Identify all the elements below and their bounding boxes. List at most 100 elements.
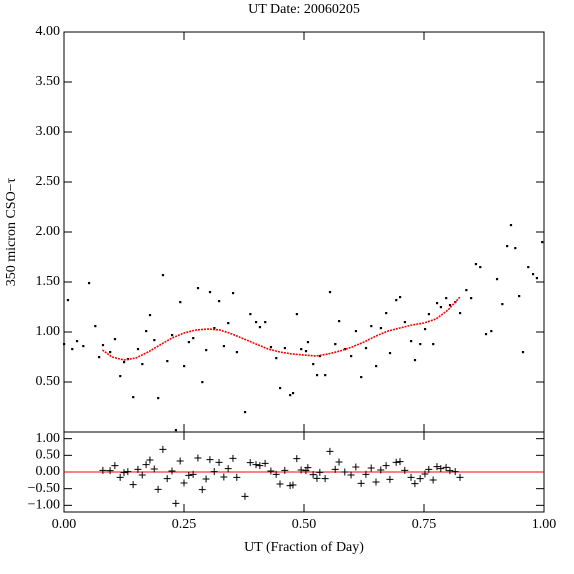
data-point <box>141 363 144 366</box>
data-point <box>439 306 442 309</box>
data-point <box>518 295 521 298</box>
data-point <box>459 312 462 315</box>
data-point <box>174 429 178 432</box>
data-point <box>432 343 435 346</box>
data-point <box>123 361 126 364</box>
data-point <box>98 356 101 359</box>
residual-marker <box>446 467 454 475</box>
data-point <box>445 297 448 300</box>
data-point <box>82 345 85 348</box>
y-tick-label: 2.50 <box>36 174 61 189</box>
residual-marker <box>198 486 206 494</box>
data-point <box>295 313 298 316</box>
residual-marker <box>220 473 228 481</box>
y-tick-label: −1.00 <box>28 498 60 513</box>
residual-marker <box>425 465 433 473</box>
data-point <box>279 387 282 390</box>
residual-marker <box>392 458 400 466</box>
data-point <box>187 341 190 344</box>
residual-marker <box>335 458 343 466</box>
y-tick-label: −0.50 <box>28 481 60 496</box>
data-point <box>166 360 169 363</box>
data-point <box>360 376 363 379</box>
x-axis-label: UT (Fraction of Day) <box>244 540 364 555</box>
residual-marker <box>180 479 188 487</box>
data-point <box>119 375 122 378</box>
residual-marker <box>297 466 305 474</box>
data-point <box>490 330 493 333</box>
data-point <box>153 339 156 342</box>
residual-marker <box>451 468 459 476</box>
residual-marker <box>347 471 355 479</box>
residual-marker <box>159 445 167 453</box>
data-point <box>63 343 66 346</box>
data-point <box>171 334 174 337</box>
residual-marker <box>396 458 404 466</box>
residual-marker <box>367 464 375 472</box>
data-point <box>410 340 413 343</box>
data-point <box>495 278 499 281</box>
residual-marker <box>206 456 214 464</box>
residual-marker <box>309 471 317 479</box>
y-tick-label: 2.00 <box>36 224 61 239</box>
residual-marker <box>382 462 390 470</box>
x-tick-label: 1.00 <box>532 517 557 532</box>
residual-marker <box>401 466 409 474</box>
residual-marker <box>286 482 294 490</box>
residual-marker <box>281 466 289 474</box>
data-point <box>275 357 278 360</box>
residual-marker <box>241 492 249 500</box>
data-point <box>222 345 226 348</box>
data-point <box>196 287 200 290</box>
residual-marker <box>429 476 437 484</box>
data-point <box>413 359 417 362</box>
y-tick-label: 3.00 <box>36 124 61 139</box>
data-point <box>514 247 517 250</box>
data-point <box>379 327 382 330</box>
data-point <box>479 266 482 269</box>
residual-marker <box>129 481 137 489</box>
data-point <box>249 313 252 316</box>
data-point <box>535 277 538 280</box>
data-point <box>531 273 535 276</box>
residual-marker <box>99 466 107 474</box>
residual-marker <box>276 480 284 488</box>
data-point <box>71 348 74 351</box>
residual-marker <box>302 467 310 475</box>
data-point <box>364 347 368 350</box>
data-point <box>157 397 160 400</box>
data-point <box>465 289 468 292</box>
residual-marker <box>331 465 339 473</box>
residual-marker <box>357 479 365 487</box>
data-point <box>264 321 267 324</box>
data-point <box>403 321 406 324</box>
residual-marker <box>168 467 176 475</box>
data-point <box>94 325 97 328</box>
data-point <box>235 351 238 354</box>
data-point <box>113 338 117 341</box>
residual-marker <box>442 463 450 471</box>
residual-marker <box>194 454 202 462</box>
data-point <box>541 241 544 244</box>
residual-marker <box>256 462 264 470</box>
residual-marker <box>313 474 321 482</box>
data-point <box>289 394 292 397</box>
data-point <box>161 274 165 277</box>
residual-marker <box>185 471 193 479</box>
residual-marker <box>386 475 394 483</box>
residual-marker <box>433 463 441 471</box>
data-point <box>179 301 182 304</box>
residual-marker <box>407 473 415 481</box>
data-point <box>231 292 235 295</box>
residual-marker <box>352 463 360 471</box>
residual-marker <box>189 470 197 478</box>
data-point <box>315 374 319 377</box>
y-tick-label: 1.00 <box>36 324 61 339</box>
residual-marker <box>341 468 349 476</box>
y-tick-label: 0.50 <box>36 374 61 389</box>
fit-line <box>101 296 461 361</box>
data-point <box>300 348 303 351</box>
data-point <box>395 299 398 302</box>
residual-marker <box>154 485 162 493</box>
